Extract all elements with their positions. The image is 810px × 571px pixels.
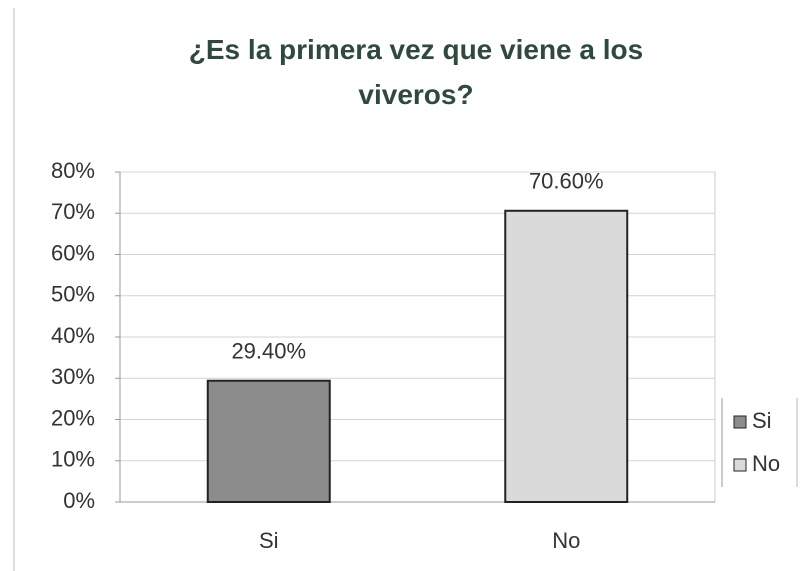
x-tick-label: No xyxy=(552,528,580,553)
title-line: ¿Es la primera vez que viene a los xyxy=(189,34,643,65)
chart-title: ¿Es la primera vez que viene a los vivero… xyxy=(189,34,643,110)
y-tick-label: 0% xyxy=(63,488,95,513)
bar xyxy=(504,209,629,503)
y-tick-label: 70% xyxy=(51,199,95,224)
title-line: viveros? xyxy=(358,79,473,110)
y-tick-label: 30% xyxy=(51,364,95,389)
y-tick-label: 10% xyxy=(51,447,95,472)
bar xyxy=(206,379,331,504)
y-tick-label: 60% xyxy=(51,240,95,265)
y-tick-label: 80% xyxy=(51,158,95,183)
legend-label: Si xyxy=(752,408,772,433)
y-tick-label: 40% xyxy=(51,323,95,348)
legend-label: No xyxy=(752,451,780,476)
data-label: 29.40% xyxy=(231,339,306,364)
data-label: 70.60% xyxy=(529,169,604,194)
y-tick-label: 50% xyxy=(51,282,95,307)
legend-swatch xyxy=(733,458,747,472)
legend-swatch xyxy=(733,415,747,429)
y-tick-label: 20% xyxy=(51,405,95,430)
x-tick-label: Si xyxy=(259,528,279,553)
